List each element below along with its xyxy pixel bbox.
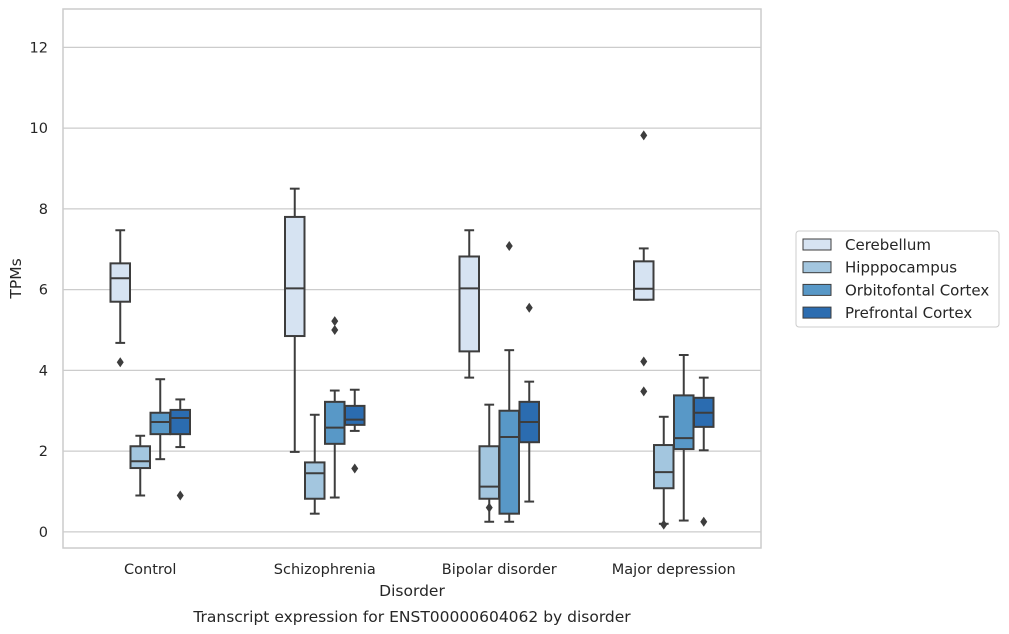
outlier-point [640, 356, 648, 367]
y-tick-label: 2 [39, 444, 48, 460]
x-tick-label: Major depression [612, 562, 736, 578]
box-2-3 [518, 302, 540, 503]
y-tick-label: 4 [39, 363, 48, 379]
box-2-0 [458, 229, 480, 379]
box-1-2 [324, 316, 346, 499]
outlier-point [505, 240, 513, 251]
legend-swatch [802, 238, 832, 251]
outlier-point [331, 324, 339, 335]
legend-label: Cerebellum [845, 236, 931, 254]
box-3-0 [633, 130, 655, 397]
box-body [304, 461, 326, 500]
outlier-point [351, 463, 359, 474]
y-axis-label: TPMs [7, 258, 25, 299]
box-body [673, 394, 695, 451]
outlier-point [660, 519, 668, 530]
x-tick-label: Schizophrenia [274, 562, 376, 578]
box-body [149, 411, 171, 436]
y-tick-label: 0 [39, 525, 48, 541]
outlier-point [640, 130, 648, 141]
y-tick-label: 10 [30, 121, 48, 137]
outlier-point [700, 516, 708, 527]
box-body [653, 444, 675, 490]
box-1-0 [284, 187, 306, 453]
y-tick-label: 6 [39, 283, 48, 299]
box-0-2 [149, 378, 171, 461]
legend-swatch [802, 306, 832, 319]
box-body [109, 262, 131, 303]
gridlines [63, 46, 761, 533]
box-body [478, 445, 500, 500]
legend-swatch [802, 283, 832, 296]
legend-box [795, 230, 1000, 328]
legend-label: Hipppocampus [845, 259, 957, 277]
x-axis-label: Disorder [379, 582, 445, 600]
x-axis-ticks: Control Schizophrenia Bipolar disorder Majo… [124, 562, 736, 578]
box-body [284, 215, 306, 338]
y-tick-label: 12 [30, 40, 48, 56]
chart-caption: Transcript expression for ENST0000060406… [192, 608, 631, 626]
box-body [129, 445, 151, 470]
box-0-3 [169, 398, 191, 501]
box-1-1 [304, 413, 326, 515]
legend-label: Prefrontal Cortex [845, 304, 972, 322]
x-tick-label: Bipolar disorder [442, 562, 557, 578]
legend: Cerebellum Hipppocampus Orbitofontal Corte… [795, 230, 1000, 328]
y-axis-ticks: 0 2 4 6 8 10 12 [30, 40, 48, 540]
box-body [169, 408, 191, 436]
legend-swatch [802, 261, 832, 274]
box-groups [109, 130, 715, 530]
outlier-point [525, 302, 533, 313]
box-0-1 [129, 434, 151, 497]
box-3-1 [653, 415, 675, 530]
box-body [633, 260, 655, 301]
box-1-3 [344, 388, 366, 474]
box-body [458, 255, 480, 353]
outlier-point [116, 357, 124, 368]
box-body [324, 400, 346, 445]
box-3-2 [673, 354, 695, 522]
box-0-0 [109, 229, 131, 368]
outlier-point [331, 316, 339, 327]
box-3-3 [693, 376, 715, 527]
box-body [344, 404, 366, 426]
y-tick-label: 8 [39, 202, 48, 218]
outlier-point [485, 502, 493, 513]
plot-frame [62, 8, 762, 549]
legend-label: Orbitofontal Cortex [845, 281, 989, 299]
box-2-2 [498, 240, 520, 523]
outlier-point [176, 490, 184, 501]
outlier-point [640, 386, 648, 397]
x-tick-label: Control [124, 562, 176, 578]
box-body [498, 409, 520, 515]
box-2-1 [478, 403, 500, 523]
